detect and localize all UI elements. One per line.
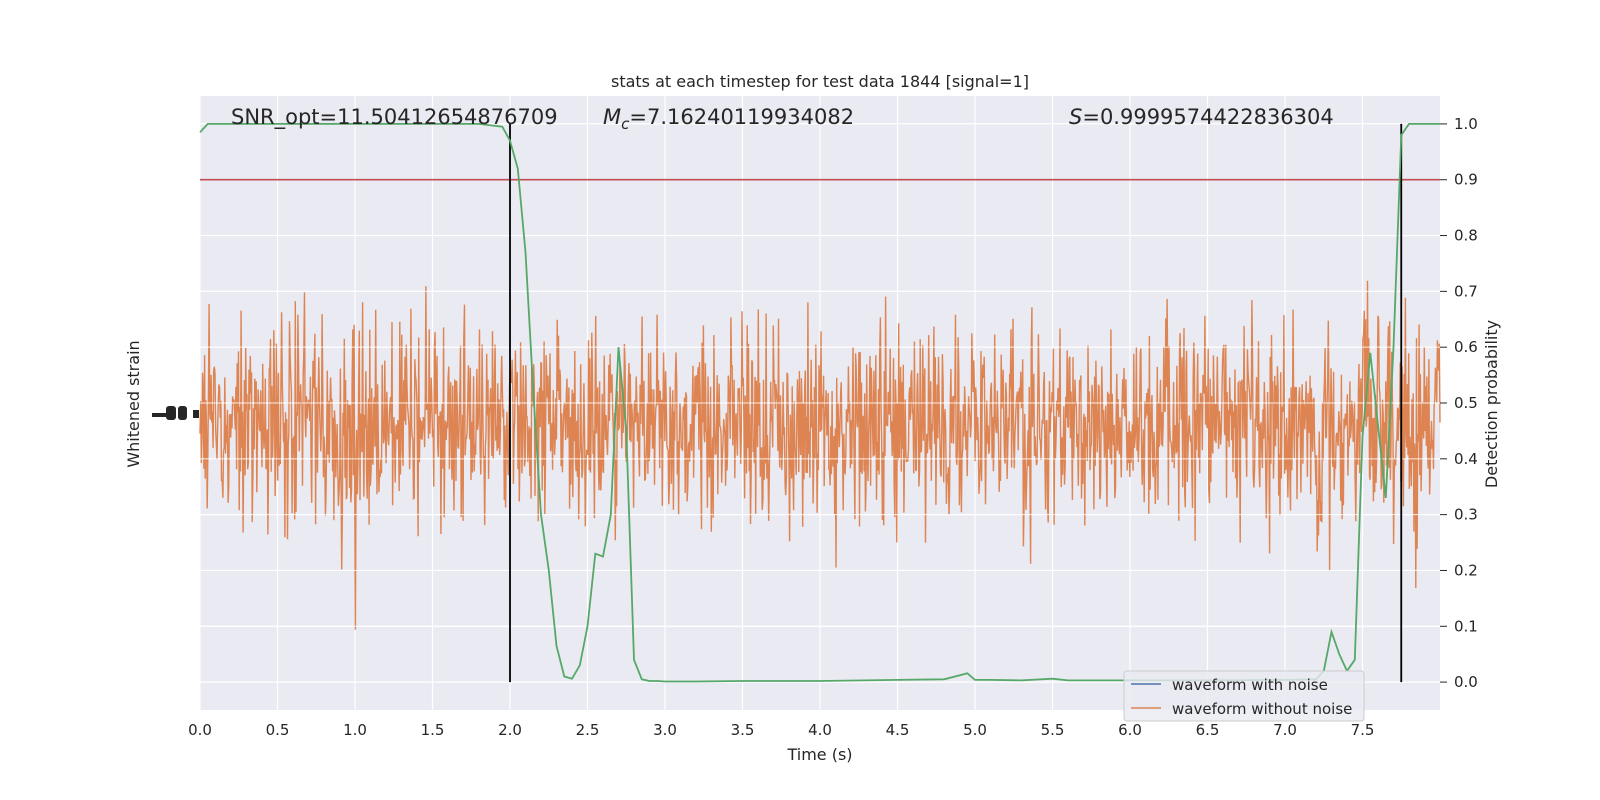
legend: waveform with noise waveform without noi… [1123, 670, 1365, 722]
x-tick-label: 7.0 [1273, 721, 1297, 739]
x-axis-label: Time (s) [786, 745, 852, 764]
legend-label-without-noise: waveform without noise [1172, 700, 1352, 718]
legend-box [1123, 670, 1365, 722]
y-tick-label: 0.3 [1454, 506, 1478, 524]
chirp-mass-annotation: Mc=7.16240119934082 [603, 105, 854, 133]
snr-annotation: SNR_opt=11.50412654876709 [231, 105, 558, 130]
axes: 0.0 0.5 1.0 1.5 2.0 2.5 3.0 3.5 4.0 4.5 5.0 5.5 6.0 6… [188, 115, 1478, 739]
y-tick-label: 0.4 [1454, 450, 1478, 468]
y-axis-label-left: Whitened strain [124, 340, 143, 467]
x-tick-label: 5.0 [963, 721, 987, 739]
y-tick-label: 0.1 [1454, 617, 1478, 635]
left-tick-smudge [152, 406, 199, 420]
y-tick-label: 0.0 [1454, 673, 1478, 691]
x-tick-label: 1.0 [343, 721, 367, 739]
chart-title: stats at each timestep for test data 184… [611, 72, 1029, 91]
chirp-mass-symbol: M [603, 105, 621, 129]
y-tick-label: 0.7 [1454, 282, 1478, 300]
x-tick-label: 1.5 [421, 721, 445, 739]
legend-label-with-noise: waveform with noise [1172, 676, 1328, 694]
x-tick-label: 7.5 [1351, 721, 1375, 739]
score-symbol: S [1069, 105, 1082, 129]
y-tick-label: 0.6 [1454, 338, 1478, 356]
x-tick-label: 3.0 [653, 721, 677, 739]
x-tick-label: 2.0 [498, 721, 522, 739]
y-tick-label: 1.0 [1454, 115, 1478, 133]
y-tick-label: 0.2 [1454, 561, 1478, 579]
y-tick-label: 0.5 [1454, 394, 1478, 412]
x-tick-label: 4.5 [886, 721, 910, 739]
y-tick-label: 0.8 [1454, 227, 1478, 245]
x-tick-label: 0.5 [266, 721, 290, 739]
score-annotation: S=0.9999574422836304 [1069, 105, 1334, 129]
chirp-mass-value: =7.16240119934082 [629, 105, 854, 129]
x-tick-label: 2.5 [576, 721, 600, 739]
waveform-without-noise-line [199, 280, 1441, 630]
chirp-mass-subscript: c [621, 115, 630, 133]
x-tick-label: 3.5 [731, 721, 755, 739]
detection-probability-line [199, 123, 1440, 683]
y-axis-label-right: Detection probability [1482, 320, 1501, 488]
x-tick-label: 6.5 [1196, 721, 1220, 739]
y-tick-label: 0.9 [1454, 171, 1478, 189]
strain-series [199, 280, 1441, 630]
x-tick-label: 5.5 [1041, 721, 1065, 739]
score-value: =0.9999574422836304 [1082, 105, 1333, 129]
x-tick-label: 0.0 [188, 721, 212, 739]
x-tick-label: 4.0 [808, 721, 832, 739]
x-tick-label: 6.0 [1118, 721, 1142, 739]
overlay [199, 123, 1440, 683]
